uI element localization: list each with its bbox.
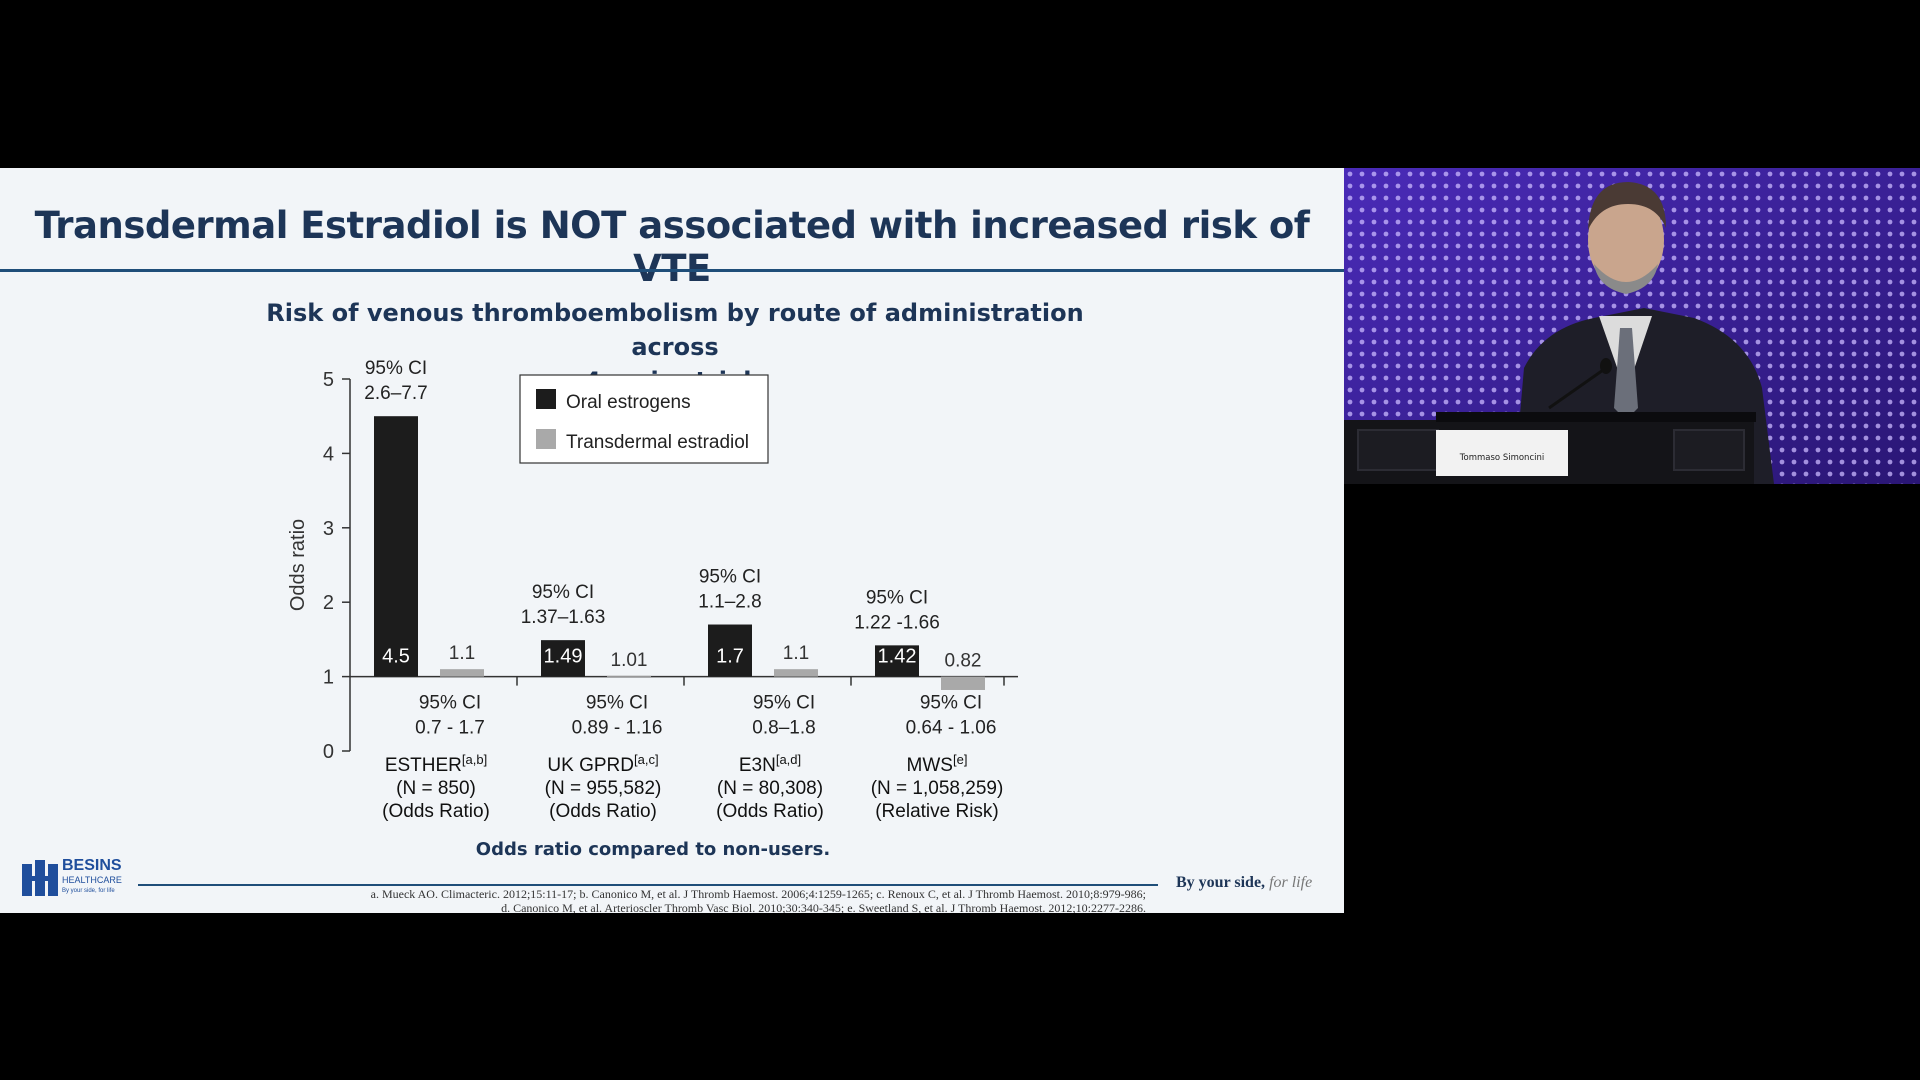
oral-ci-label: 95% CI — [699, 567, 761, 588]
oral-ci-label: 95% CI — [532, 582, 594, 603]
y-tick-label: 2 — [323, 592, 334, 614]
oral-bar — [541, 640, 585, 677]
oral-ci-range: 2.6–7.7 — [364, 383, 427, 404]
title-divider — [0, 269, 1344, 272]
transdermal-ci-label: 95% CI — [419, 693, 481, 714]
legend-label-transdermal: Transdermal estradiol — [566, 432, 749, 453]
transdermal-bar — [941, 676, 985, 690]
slide-tagline: By your side, for life — [1176, 874, 1312, 892]
transdermal-bar — [774, 669, 818, 677]
transdermal-bar — [607, 675, 651, 677]
legend-swatch-transdermal — [536, 429, 556, 449]
transdermal-ci-label: 95% CI — [586, 693, 648, 714]
legend-label-oral: Oral estrogens — [566, 392, 691, 413]
oral-ci-range: 1.37–1.63 — [521, 607, 606, 628]
logo-subtitle: HEALTHCARE — [62, 875, 122, 885]
references-line-2: d. Canonico M, et al. Arterioscler Throm… — [501, 901, 1146, 913]
oral-ci-label: 95% CI — [866, 587, 928, 608]
oral-bar — [708, 624, 752, 677]
name-plate: Tommaso Simoncini — [1436, 430, 1568, 476]
references: a. Mueck AO. Climacteric. 2012;15:11-17;… — [160, 887, 1146, 913]
vte-bar-chart: 0 1 2 3 4 5 Odds ratio 4.5 95% CI 2.6–7.7 1.1 95% … — [287, 358, 1018, 860]
transdermal-ci-range: 0.64 - 1.06 — [906, 718, 997, 739]
transdermal-value-label: 1.1 — [783, 643, 809, 664]
y-axis-title: Odds ratio — [287, 519, 309, 611]
category-n: (N = 80,308) — [717, 778, 823, 799]
transdermal-ci-label: 95% CI — [753, 693, 815, 714]
transdermal-value-label: 1.1 — [449, 643, 475, 664]
oral-ci-label: 95% CI — [365, 358, 427, 379]
speaker-video: Tommaso Simoncini — [1344, 168, 1920, 484]
category-measure: (Relative Risk) — [875, 801, 999, 822]
oral-bar — [374, 416, 418, 677]
besins-logo: BESINS HEALTHCARE By your side, for life — [22, 858, 122, 904]
transdermal-ci-label: 95% CI — [920, 693, 982, 714]
oral-value-label: 1.49 — [544, 646, 583, 668]
references-line-1: a. Mueck AO. Climacteric. 2012;15:11-17;… — [370, 887, 1146, 901]
oral-ci-range: 1.1–2.8 — [698, 592, 761, 613]
category-label: ESTHER[a,b] — [385, 752, 487, 776]
category-measure: (Odds Ratio) — [382, 801, 490, 822]
transdermal-ci-range: 0.8–1.8 — [752, 718, 815, 739]
chart-title-line-1: Risk of venous thromboembolism by route … — [266, 299, 1084, 361]
category-label: UK GPRD[a,c] — [547, 752, 658, 776]
category-measure: (Odds Ratio) — [549, 801, 657, 822]
footnote-divider — [138, 884, 1158, 886]
transdermal-bar — [440, 669, 484, 677]
oral-ci-range: 1.22 -1.66 — [854, 612, 940, 633]
name-plate-text: Tommaso Simoncini — [1459, 453, 1544, 463]
legend-box — [519, 374, 769, 464]
slide: Transdermal Estradiol is NOT associated … — [0, 168, 1344, 913]
chart-footer-caption: Odds ratio compared to non-users. — [476, 839, 830, 860]
category-n: (N = 850) — [396, 778, 476, 799]
oral-value-label: 4.5 — [382, 646, 410, 668]
tagline-main: By your side, — [1176, 874, 1266, 891]
category-n: (N = 955,582) — [545, 778, 662, 799]
tagline-script: for life — [1269, 874, 1313, 891]
logo-tagline: By your side, for life — [62, 888, 115, 894]
transdermal-value-label: 1.01 — [611, 650, 648, 671]
oral-bar — [875, 645, 919, 677]
y-tick-label: 5 — [323, 369, 334, 391]
category-label: MWS[e] — [907, 752, 968, 776]
transdermal-ci-range: 0.89 - 1.16 — [572, 718, 663, 739]
y-tick-label: 1 — [323, 667, 334, 689]
oral-value-label: 1.7 — [716, 646, 744, 668]
microphone — [1548, 358, 1612, 410]
logo-name: BESINS — [62, 857, 122, 874]
category-n: (N = 1,058,259) — [871, 778, 1004, 799]
y-tick-label: 4 — [323, 443, 334, 465]
transdermal-value-label: 0.82 — [945, 651, 982, 672]
transdermal-ci-range: 0.7 - 1.7 — [415, 718, 485, 739]
category-measure: (Odds Ratio) — [716, 801, 824, 822]
besins-logo-icon — [22, 860, 58, 896]
legend-swatch-oral — [536, 389, 556, 409]
speaker-video-frame: Tommaso Simoncini — [1344, 168, 1920, 484]
oral-value-label: 1.42 — [878, 646, 917, 668]
slide-title: Transdermal Estradiol is NOT associated … — [34, 204, 1310, 290]
y-tick-label: 3 — [323, 518, 334, 540]
category-label: E3N[a,d] — [739, 752, 801, 776]
y-tick-label: 0 — [323, 741, 334, 763]
